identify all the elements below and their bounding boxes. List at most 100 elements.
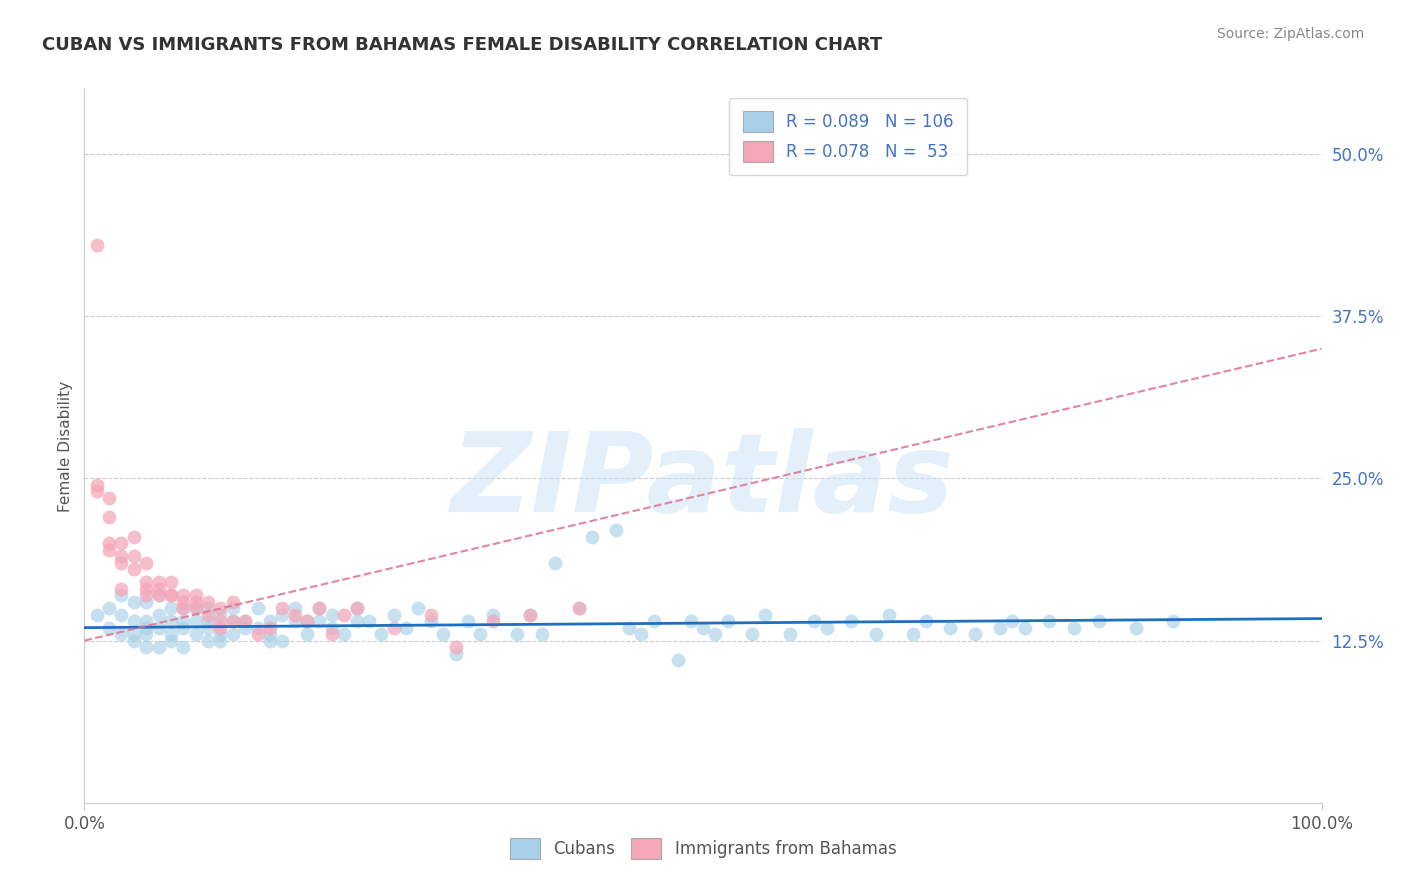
Point (184, 601, 207, 615)
Point (135, 556, 157, 570)
Point (568, 601, 591, 615)
Point (222, 627, 245, 641)
Point (160, 627, 183, 641)
Point (148, 640, 170, 654)
Point (160, 633, 183, 648)
Point (395, 621, 418, 635)
Point (284, 614, 307, 628)
Point (271, 633, 294, 648)
Point (914, 614, 936, 628)
Text: CUBAN VS IMMIGRANTS FROM BAHAMAS FEMALE DISABILITY CORRELATION CHART: CUBAN VS IMMIGRANTS FROM BAHAMAS FEMALE … (42, 36, 883, 54)
Point (122, 549, 145, 564)
Point (481, 614, 503, 628)
Point (965, 627, 987, 641)
Point (1063, 621, 1085, 635)
Point (568, 601, 591, 615)
Point (370, 627, 392, 641)
Point (741, 627, 763, 641)
Point (382, 607, 405, 622)
Point (160, 575, 183, 590)
Point (346, 601, 368, 615)
Point (308, 601, 330, 615)
Point (209, 621, 232, 635)
Point (197, 601, 219, 615)
Point (172, 621, 194, 635)
Point (321, 621, 343, 635)
Point (135, 588, 157, 602)
Point (382, 621, 405, 635)
Point (444, 647, 467, 661)
Point (197, 607, 219, 622)
Point (148, 575, 170, 590)
Point (470, 627, 492, 641)
Point (209, 607, 232, 622)
Point (419, 614, 441, 628)
Point (172, 601, 194, 615)
Point (271, 607, 294, 622)
Point (1001, 614, 1024, 628)
Point (135, 627, 157, 641)
Point (1088, 614, 1111, 628)
Point (135, 614, 157, 628)
Point (122, 595, 145, 609)
Text: ZIPatlas: ZIPatlas (451, 428, 955, 535)
Point (172, 601, 194, 615)
Point (135, 640, 157, 654)
Point (110, 549, 132, 564)
Point (519, 607, 541, 622)
Point (704, 627, 727, 641)
Point (666, 653, 689, 667)
Point (717, 614, 740, 628)
Legend: Cubans, Immigrants from Bahamas: Cubans, Immigrants from Bahamas (503, 831, 903, 866)
Point (419, 607, 441, 622)
Point (184, 595, 207, 609)
Point (295, 627, 318, 641)
Point (444, 640, 467, 654)
Point (284, 601, 307, 615)
Point (457, 614, 479, 628)
Point (841, 614, 863, 628)
Point (1038, 614, 1060, 628)
Point (346, 614, 368, 628)
Point (122, 614, 145, 628)
Point (98, 542, 121, 557)
Point (184, 588, 207, 602)
Point (259, 633, 281, 648)
Point (148, 588, 170, 602)
Point (122, 530, 145, 544)
Point (222, 614, 245, 628)
Point (295, 614, 318, 628)
Point (197, 633, 219, 648)
Point (481, 607, 503, 622)
Point (135, 575, 157, 590)
Point (284, 607, 307, 622)
Point (135, 595, 157, 609)
Point (1014, 621, 1036, 635)
Point (605, 524, 627, 538)
Point (803, 614, 825, 628)
Point (333, 607, 356, 622)
Point (308, 601, 330, 615)
Point (122, 627, 145, 641)
Point (135, 621, 157, 635)
Point (222, 601, 245, 615)
Point (408, 601, 430, 615)
Point (939, 621, 962, 635)
Point (160, 588, 183, 602)
Point (110, 607, 132, 622)
Point (172, 588, 194, 602)
Point (679, 614, 702, 628)
Point (209, 627, 232, 641)
Point (86, 484, 108, 499)
Point (779, 627, 801, 641)
Point (172, 595, 194, 609)
Point (160, 614, 183, 628)
Point (271, 601, 294, 615)
Point (259, 614, 281, 628)
Point (209, 614, 232, 628)
Point (184, 601, 207, 615)
Point (222, 614, 245, 628)
Point (148, 607, 170, 622)
Point (135, 582, 157, 596)
Point (531, 627, 554, 641)
